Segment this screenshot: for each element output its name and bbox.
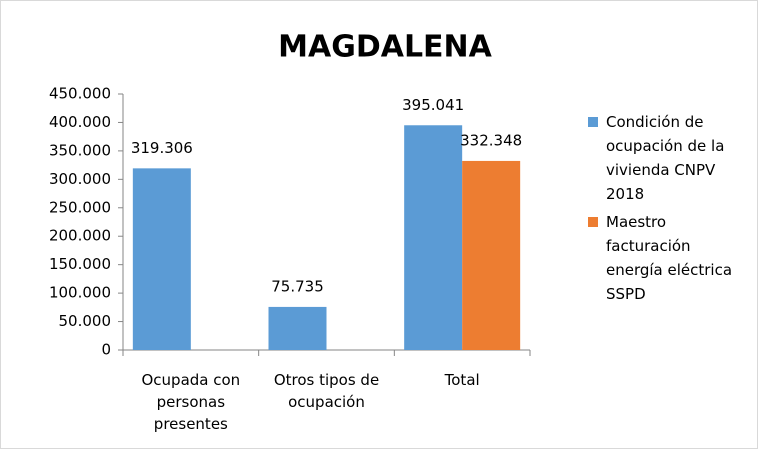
x-tick-label: Total (444, 371, 480, 389)
y-tick-label: 400.000 (49, 113, 111, 131)
y-tick-label: 450.000 (49, 85, 111, 103)
legend-swatch (588, 117, 598, 127)
legend-label: Maestro facturación energía eléctrica SSPD (606, 213, 732, 303)
x-tick-label: Ocupada con personas presentes (141, 371, 240, 433)
y-tick-label: 300.000 (49, 170, 111, 188)
y-tick-label: 50.000 (59, 312, 112, 330)
y-tick-label: 100.000 (49, 284, 111, 302)
legend-swatch (588, 217, 598, 227)
data-label: 332.348 (460, 131, 522, 149)
x-tick-label: Otros tipos de ocupación (274, 371, 379, 411)
y-tick-label: 350.000 (49, 141, 111, 159)
data-label: 395.041 (402, 96, 464, 114)
y-tick-label: 250.000 (49, 198, 111, 216)
y-tick-label: 0 (101, 341, 111, 359)
bar (132, 168, 191, 350)
data-label: 75.735 (271, 277, 324, 295)
bar (268, 306, 327, 350)
bar (404, 125, 463, 350)
bar (462, 160, 521, 350)
legend-label: Condición de ocupación de la vivienda CNPV… (606, 113, 724, 203)
chart-title: MAGDALENA (278, 30, 493, 65)
y-tick-label: 200.000 (49, 227, 111, 245)
y-tick-label: 150.000 (49, 255, 111, 273)
data-label: 319.306 (131, 139, 193, 157)
